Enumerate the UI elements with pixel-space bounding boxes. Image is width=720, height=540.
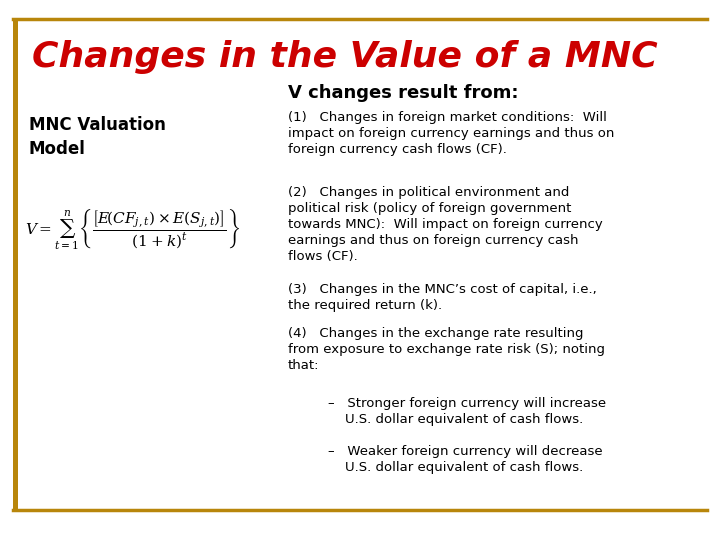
Text: (3)   Changes in the MNC’s cost of capital, i.e.,
the required return (k).: (3) Changes in the MNC’s cost of capital…	[288, 284, 597, 313]
Text: Changes in the Value of a MNC: Changes in the Value of a MNC	[32, 40, 658, 73]
Bar	[13, 19, 18, 510]
Text: Model: Model	[29, 140, 86, 158]
Text: V changes result from:: V changes result from:	[288, 84, 518, 102]
Text: MNC Valuation: MNC Valuation	[29, 116, 166, 134]
Text: (1)   Changes in foreign market conditions:  Will
impact on foreign currency ear: (1) Changes in foreign market conditions…	[288, 111, 614, 156]
Text: –   Weaker foreign currency will decrease
    U.S. dollar equivalent of cash flo: – Weaker foreign currency will decrease …	[328, 446, 602, 475]
Text: $V = \sum_{t=1}^{n} \left\{ \dfrac{\left[ E\!\left(CF_{j,t}\right) \times E(S_{j: $V = \sum_{t=1}^{n} \left\{ \dfrac{\left…	[25, 207, 240, 252]
Text: (2)   Changes in political environment and
political risk (policy of foreign gov: (2) Changes in political environment and…	[288, 186, 603, 264]
Text: –   Stronger foreign currency will increase
    U.S. dollar equivalent of cash f: – Stronger foreign currency will increas…	[328, 397, 606, 426]
Text: (4)   Changes in the exchange rate resulting
from exposure to exchange rate risk: (4) Changes in the exchange rate resulti…	[288, 327, 605, 372]
